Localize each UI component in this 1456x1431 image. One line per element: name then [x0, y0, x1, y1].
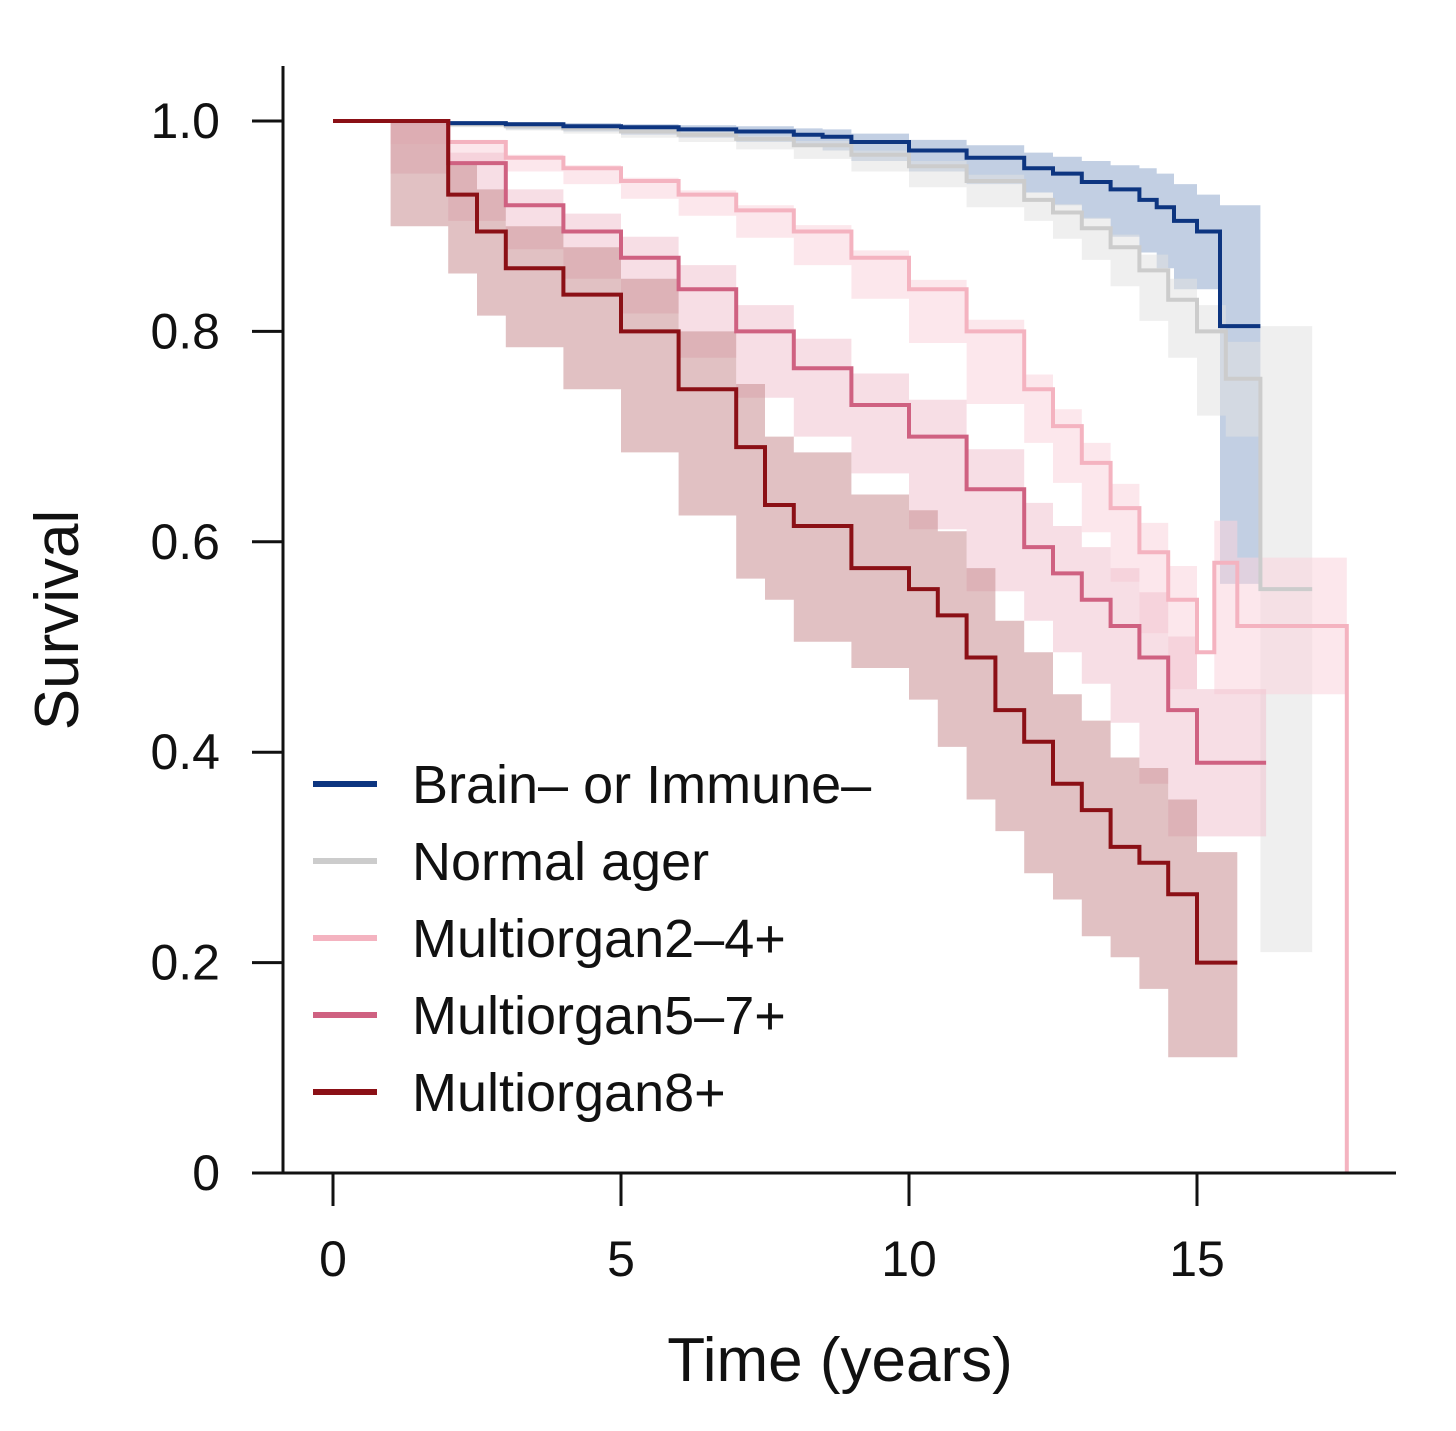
legend-label: Multiorgan8+ — [412, 1063, 726, 1123]
x-tick-label: 15 — [1169, 1231, 1225, 1287]
legend-label: Normal ager — [412, 832, 709, 892]
survival-curve-5 — [333, 119, 1238, 965]
x-tick-label: 0 — [319, 1231, 347, 1287]
confidence-bands — [333, 121, 1347, 1058]
y-axis-ticks: 0 0.2 0.4 0.6 0.8 1.0 — [150, 93, 283, 1201]
legend-label: Multiorgan2–4+ — [412, 909, 786, 969]
x-axis-title: Time (years) — [667, 1326, 1013, 1395]
confidence-band-3 — [333, 121, 1347, 695]
x-tick-label: 5 — [607, 1231, 635, 1287]
legend: Brain– or Immune– Normal ager Multiorgan2–… — [313, 755, 871, 1123]
y-tick-label: 0.4 — [150, 724, 220, 780]
survival-curve-1 — [333, 119, 1261, 329]
y-tick-label: 1.0 — [150, 93, 220, 149]
legend-label: Multiorgan5–7+ — [412, 986, 786, 1046]
y-tick-label: 0 — [192, 1145, 220, 1201]
confidence-band-5 — [333, 121, 1238, 1058]
y-tick-label: 0.6 — [150, 514, 220, 570]
x-axis-ticks: 0 5 10 15 — [319, 1173, 1225, 1287]
survival-curve-4 — [333, 119, 1267, 765]
x-tick-label: 10 — [881, 1231, 937, 1287]
y-tick-label: 0.8 — [150, 303, 220, 359]
survival-curve-3 — [333, 119, 1349, 1173]
y-tick-label: 0.2 — [150, 935, 220, 991]
legend-label: Brain– or Immune– — [412, 755, 871, 815]
y-axis-title: Survival — [23, 510, 92, 731]
survival-curves — [333, 119, 1349, 1173]
confidence-band-4 — [333, 121, 1267, 837]
